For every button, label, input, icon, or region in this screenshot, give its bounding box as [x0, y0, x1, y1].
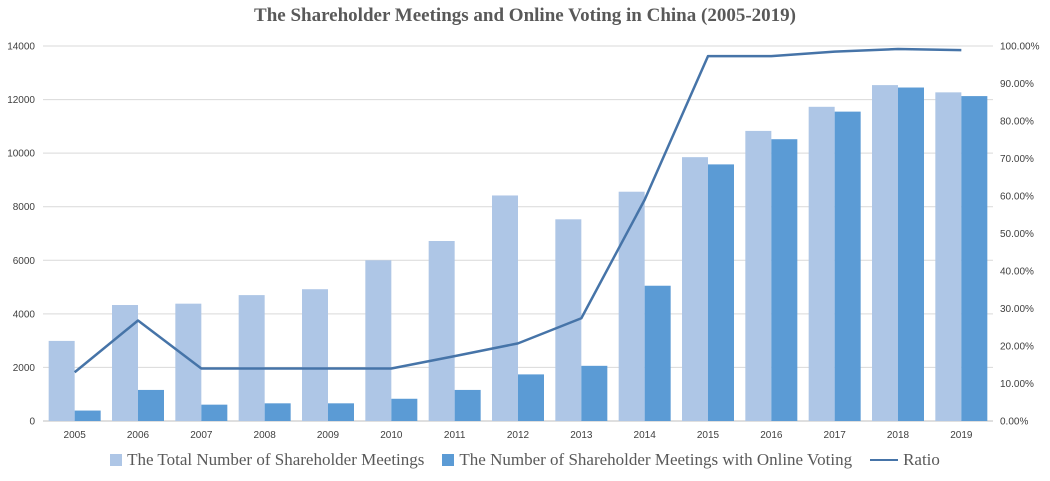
- bar-online-voting: [898, 87, 924, 422]
- x-tick-label: 2008: [254, 430, 277, 441]
- y-left-tick-label: 8000: [13, 202, 36, 213]
- x-tick-label: 2015: [697, 430, 720, 441]
- y-left-tick-label: 12000: [7, 95, 35, 106]
- bar-online-voting: [391, 398, 418, 421]
- x-tick-label: 2019: [950, 430, 973, 441]
- x-tick-label: 2010: [380, 430, 403, 441]
- x-tick-label: 2005: [64, 430, 87, 441]
- bar-online-voting: [138, 389, 164, 421]
- x-tick-label: 2017: [824, 430, 847, 441]
- legend-item-total-meetings: The Total Number of Shareholder Meetings: [110, 450, 424, 470]
- x-tick-label: 2012: [507, 430, 530, 441]
- y-right-tick-label: 10.00%: [1000, 379, 1034, 390]
- bar-online-voting: [834, 111, 861, 421]
- y-right-tick-label: 40.00%: [1000, 267, 1034, 278]
- bar-online-voting: [581, 365, 608, 421]
- y-right-tick-label: 20.00%: [1000, 342, 1034, 353]
- bar-total-meetings: [872, 85, 898, 421]
- legend-swatch-ratio: [870, 459, 899, 461]
- bar-online-voting: [74, 410, 101, 421]
- bar-online-voting: [708, 164, 734, 421]
- y-left-tick-label: 10000: [7, 149, 35, 160]
- bar-online-voting: [328, 403, 354, 421]
- legend-label-online: The Number of Shareholder Meetings with …: [459, 450, 853, 469]
- bar-total-meetings: [48, 340, 75, 421]
- ratio-line: [73, 47, 962, 374]
- x-tick-label: 2009: [317, 430, 340, 441]
- bar-total-meetings: [302, 289, 328, 421]
- y-left-tick-label: 0: [29, 417, 35, 428]
- bar-total-meetings: [682, 157, 708, 422]
- bar-total-meetings: [935, 92, 962, 421]
- x-tick-label: 2018: [887, 430, 910, 441]
- y-left-tick-label: 4000: [13, 309, 36, 320]
- bar-online-voting: [644, 285, 671, 421]
- bar-total-meetings: [238, 295, 265, 421]
- bar-online-voting: [518, 374, 544, 421]
- x-tick-label: 2011: [444, 430, 466, 441]
- y-right-tick-label: 80.00%: [1000, 117, 1034, 128]
- x-tick-label: 2014: [634, 430, 657, 441]
- legend-swatch-total: [110, 454, 123, 466]
- x-tick-label: 2016: [760, 430, 783, 441]
- legend-label-ratio: Ratio: [903, 450, 940, 469]
- bar-online-voting: [961, 96, 988, 421]
- legend-item-online-voting: The Number of Shareholder Meetings with …: [442, 450, 852, 470]
- y-right-tick-label: 70.00%: [1000, 154, 1034, 165]
- y-right-tick-label: 30.00%: [1000, 304, 1034, 315]
- bar-total-meetings: [618, 191, 645, 421]
- bar-total-meetings: [745, 130, 772, 422]
- y-left-tick-label: 2000: [13, 363, 36, 374]
- bar-online-voting: [201, 404, 228, 421]
- bar-total-meetings: [428, 241, 455, 421]
- legend-swatch-online: [442, 454, 455, 466]
- y-right-tick-label: 100.00%: [1000, 42, 1040, 53]
- bar-total-meetings: [492, 195, 518, 421]
- bar-total-meetings: [175, 303, 202, 421]
- y-right-tick-label: 60.00%: [1000, 192, 1034, 203]
- bar-online-voting: [771, 139, 798, 421]
- y-left-tick-label: 6000: [13, 256, 36, 267]
- y-right-tick-label: 0.00%: [1000, 417, 1028, 428]
- legend-label-total: The Total Number of Shareholder Meetings: [127, 450, 425, 469]
- y-right-tick-label: 50.00%: [1000, 229, 1034, 240]
- x-tick-label: 2007: [190, 430, 213, 441]
- bar-online-voting: [454, 389, 481, 421]
- bar-online-voting: [264, 403, 291, 421]
- legend-item-ratio: Ratio: [870, 450, 940, 470]
- y-left-tick-label: 14000: [7, 42, 35, 53]
- legend: The Total Number of Shareholder Meetings…: [0, 450, 1050, 470]
- chart-title: The Shareholder Meetings and Online Voti…: [254, 5, 796, 26]
- y-right-tick-label: 90.00%: [1000, 79, 1034, 90]
- x-tick-label: 2006: [127, 430, 150, 441]
- bar-total-meetings: [808, 106, 835, 421]
- x-tick-label: 2013: [570, 430, 593, 441]
- bar-total-meetings: [365, 260, 392, 421]
